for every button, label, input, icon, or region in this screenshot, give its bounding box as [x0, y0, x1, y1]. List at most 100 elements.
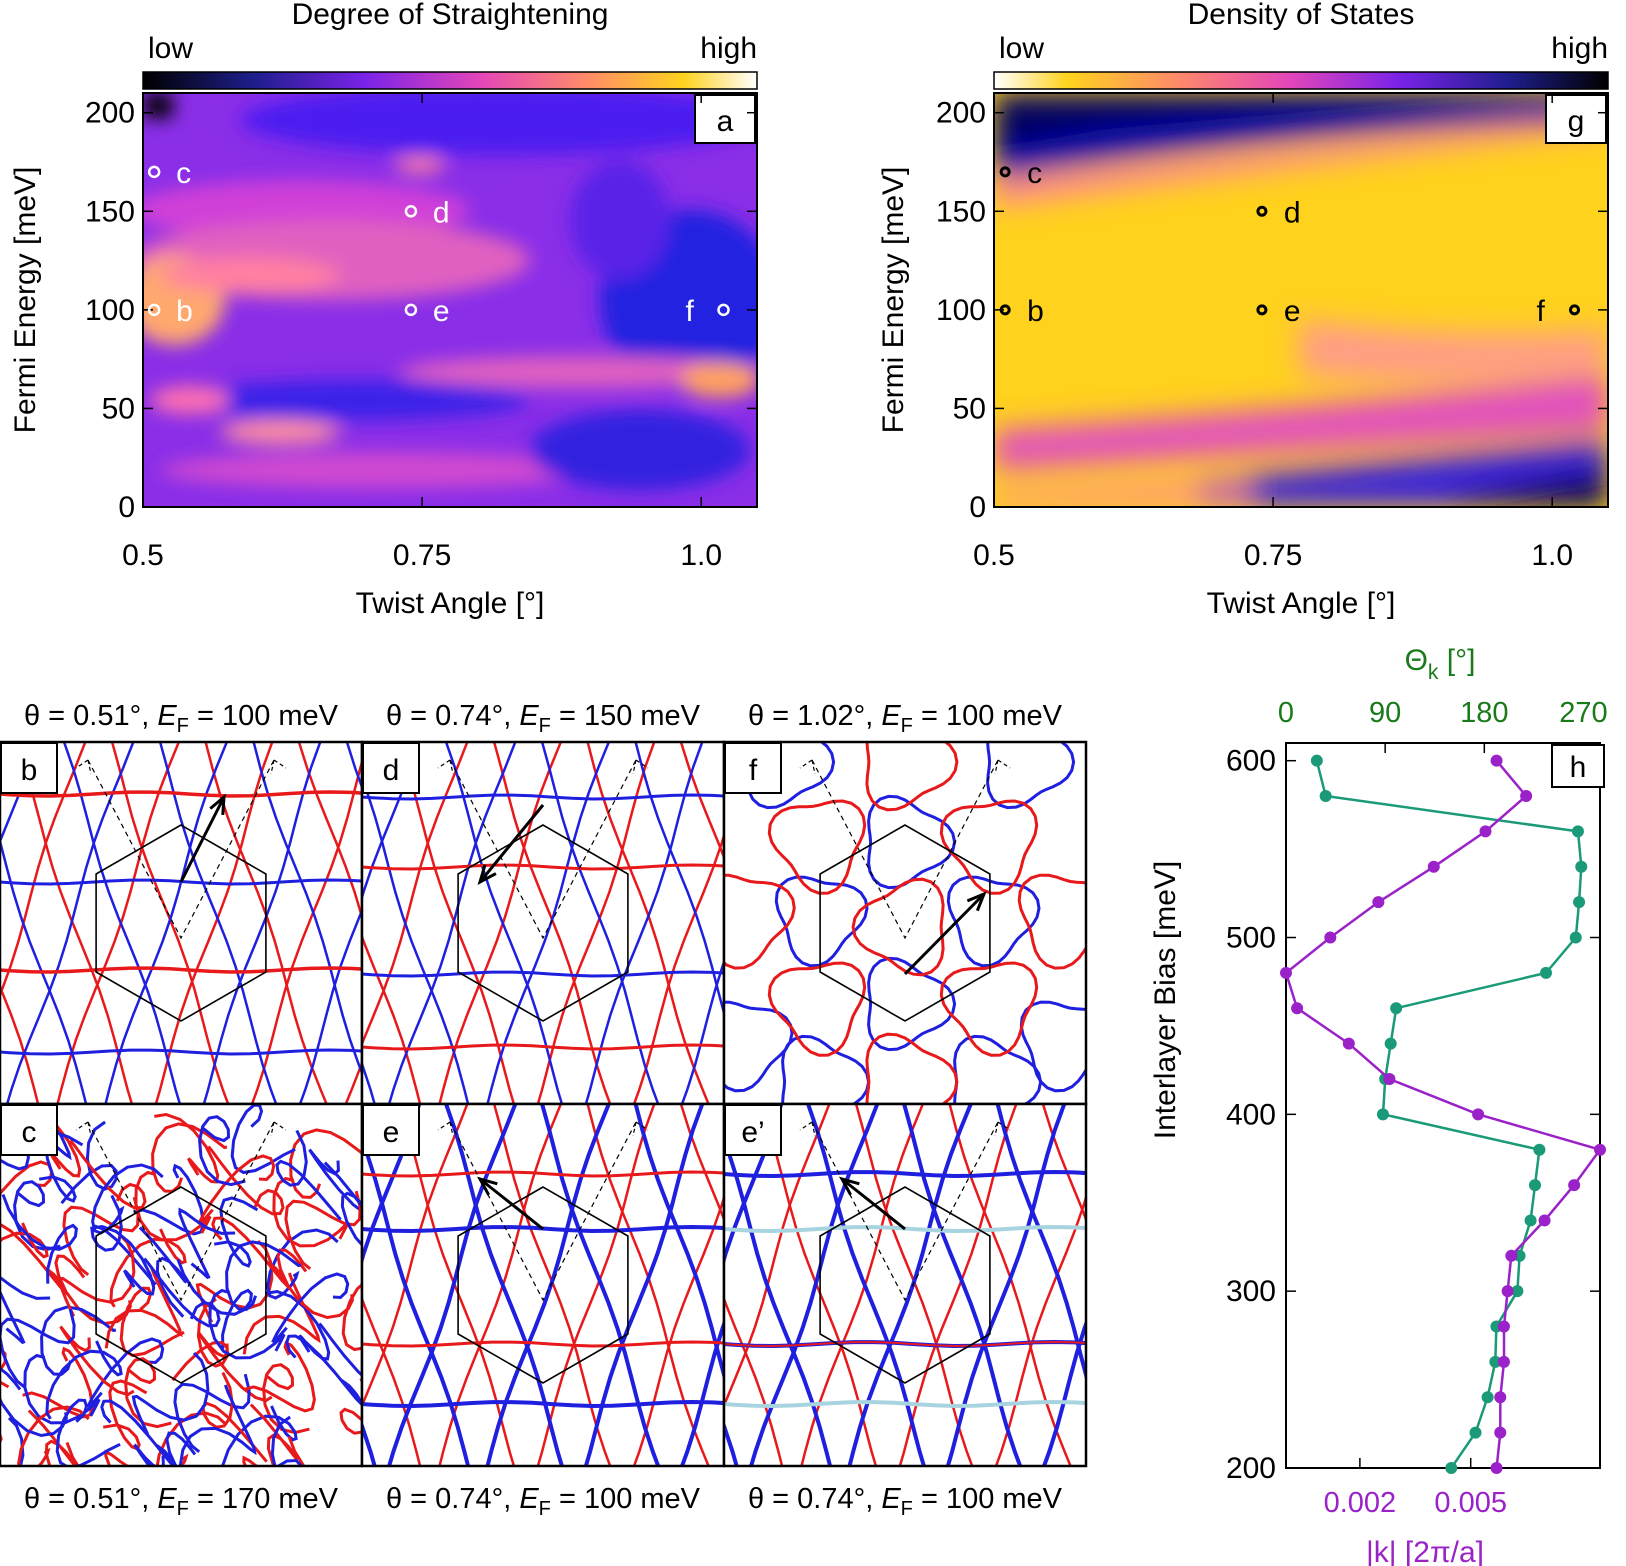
fermi-contour — [854, 1104, 974, 1466]
panel-g-bar-low: low — [999, 32, 1044, 65]
h-top-tick-label: 270 — [1559, 697, 1607, 729]
panel-g-ylabel: Fermi Energy [meV] — [877, 167, 910, 434]
fermi-panel-frame — [722, 1102, 1088, 1468]
y-tick-label: 0 — [969, 491, 986, 524]
fermi-contour — [724, 1104, 784, 1267]
reciprocal-vectors — [87, 759, 275, 940]
panel-g: Density of States low high g 0 50 100 150 20… — [877, 0, 1609, 620]
brillouin-zone-hexagon — [819, 824, 991, 1022]
fermi-contour — [298, 907, 362, 1104]
fermi-contour — [178, 1207, 236, 1280]
data-point — [1372, 896, 1385, 909]
panel-g-x-ticks: 0.5 0.75 1.0 — [973, 93, 1573, 572]
fermi-panel-tag: e’ — [741, 1116, 764, 1149]
fermi-contour — [0, 790, 362, 798]
reciprocal-vectors — [449, 759, 637, 940]
fermi-contour — [211, 1216, 289, 1290]
fermi-contour — [104, 1266, 183, 1349]
marker-label-c: c — [176, 157, 191, 190]
fermi-contour — [362, 933, 422, 1104]
marker-f — [717, 303, 730, 317]
panel-a-x-ticks: 0.5 0.75 1.0 — [122, 93, 722, 572]
fermi-contour — [62, 742, 182, 1104]
data-point — [1511, 1285, 1524, 1298]
fermi-contour — [55, 1398, 121, 1466]
fermi-contour — [143, 1257, 221, 1328]
marker-label-d: d — [433, 196, 450, 229]
marker-b — [999, 304, 1011, 316]
fermi-contour — [339, 1377, 362, 1435]
fermi-contour — [221, 1405, 298, 1466]
fermi-contour — [362, 1399, 724, 1409]
fermi-contour — [102, 1379, 148, 1451]
fermi-pocket — [939, 799, 1039, 895]
brillouin-zone-hexagon — [95, 1186, 267, 1384]
fermi-contour — [5, 742, 135, 1104]
data-point — [1445, 1462, 1458, 1474]
fermi-pocket — [767, 799, 867, 895]
x-tick-label: 1.0 — [1531, 539, 1573, 572]
fermi-surface-grid: b d f c e e’ — [0, 740, 1275, 1501]
fermi-panel-tag-box — [724, 1104, 782, 1156]
data-point — [1342, 1037, 1355, 1050]
fermi-contour — [69, 1139, 147, 1210]
brillouin-zone-hexagon — [95, 824, 267, 1022]
caption-c: θ = 0.51°, EF = 170 meV — [24, 1483, 339, 1520]
fermi-panel-tag-box — [362, 1104, 420, 1156]
reciprocal-vector-head — [799, 1121, 816, 1137]
data-point — [1383, 1072, 1396, 1085]
y-tick-label: 100 — [85, 294, 135, 327]
fermi-panel-tag-box — [724, 742, 782, 794]
fermi-contour — [250, 757, 362, 1104]
y-tick-label: 100 — [936, 294, 986, 327]
fermi-pocket — [865, 742, 959, 812]
fermi-contour — [632, 1193, 724, 1466]
data-point — [1384, 1037, 1397, 1050]
fermi-contour — [90, 1194, 157, 1286]
data-point — [1497, 1355, 1510, 1368]
marker-label-e: e — [1284, 295, 1301, 328]
x-tick-label: 1.0 — [680, 539, 722, 572]
reciprocal-vector-head — [994, 1121, 1011, 1137]
data-point — [1533, 1143, 1546, 1156]
data-point — [1472, 1108, 1485, 1121]
data-point — [1310, 754, 1323, 767]
panel-a-ylabel: Fermi Energy [meV] — [9, 167, 42, 434]
x-tick-label: 0.5 — [122, 539, 164, 572]
marker-f — [1569, 304, 1581, 316]
fermi-contour — [1111, 1007, 1275, 1501]
fermi-pocket — [724, 873, 796, 970]
fermi-contour — [945, 1104, 1067, 1466]
fermi-panel-d — [362, 742, 724, 1104]
data-point — [1538, 1214, 1551, 1227]
data-point — [1481, 1391, 1494, 1404]
fermi-contour — [586, 742, 710, 1104]
data-point — [1573, 896, 1586, 909]
panel-h-tag: h — [1570, 751, 1587, 784]
fermi-contour — [204, 742, 328, 1104]
fermi-contour — [133, 1443, 165, 1466]
fermi-contour — [213, 1196, 259, 1268]
data-point — [1291, 1002, 1304, 1015]
fermi-contour — [230, 1104, 296, 1175]
panel-g-y-ticks: 0 50 100 150 200 — [936, 97, 1608, 524]
reciprocal-vector-head — [270, 1121, 287, 1137]
panel-a-xlabel: Twist Angle [°] — [356, 587, 545, 620]
data-point — [1513, 1249, 1526, 1262]
fermi-contour — [201, 1371, 268, 1463]
fermi-contour — [110, 742, 230, 1104]
fermi-contour — [724, 1295, 784, 1466]
fermi-contour — [680, 958, 724, 1104]
marker-label-c: c — [1027, 157, 1042, 190]
fermi-contour — [0, 1275, 51, 1345]
reciprocal-vector-head — [994, 759, 1011, 775]
fermi-contour — [1041, 1318, 1086, 1466]
data-point — [1594, 1143, 1606, 1156]
fermi-contour — [86, 1337, 165, 1409]
fermi-contour — [0, 742, 87, 999]
fermi-contour — [252, 742, 362, 1077]
fermi-contour — [249, 1403, 299, 1466]
fermi-contour — [297, 742, 362, 922]
panel-g-bar-high: high — [1551, 32, 1608, 65]
h-top-tick-label: 180 — [1460, 697, 1508, 729]
